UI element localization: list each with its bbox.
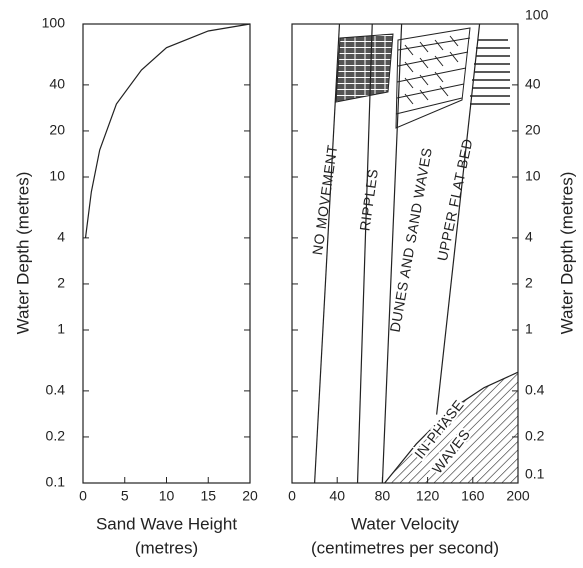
y-tick-label: 2 bbox=[57, 275, 65, 291]
zone-label: NO MOVEMENT bbox=[309, 144, 340, 256]
y2-axis-label: Water Depth (metres) bbox=[557, 172, 576, 335]
in-phase-boundary bbox=[384, 371, 519, 484]
y-tick-label: 10 bbox=[49, 168, 65, 184]
x-tick-label: 0 bbox=[79, 488, 87, 504]
x-tick-label: 5 bbox=[121, 488, 129, 504]
y-tick-label: 100 bbox=[525, 7, 549, 23]
x-tick-label: 20 bbox=[242, 488, 258, 504]
y-tick-label: 20 bbox=[525, 122, 541, 138]
x-tick-label: 40 bbox=[329, 488, 345, 504]
y-tick-label: 4 bbox=[57, 229, 65, 245]
y-tick-label: 0.1 bbox=[46, 474, 66, 490]
y-tick-label: 0.4 bbox=[525, 382, 545, 398]
x-axis-label: (centimetres per second) bbox=[311, 538, 499, 557]
x-tick-label: 80 bbox=[375, 488, 391, 504]
x-tick-label: 160 bbox=[461, 488, 485, 504]
y-tick-label: 40 bbox=[525, 76, 541, 92]
zone-label: RIPPLES bbox=[356, 168, 381, 232]
x-tick-label: 200 bbox=[506, 488, 530, 504]
y-tick-label: 100 bbox=[42, 15, 66, 31]
y-tick-label: 0.2 bbox=[46, 428, 66, 444]
x-axis-label: Sand Wave Height bbox=[96, 514, 237, 533]
y-tick-label: 4 bbox=[525, 229, 533, 245]
x-tick-label: 0 bbox=[288, 488, 296, 504]
zone-label: DUNES AND SAND WAVES bbox=[387, 146, 435, 333]
y-axis-label: Water Depth (metres) bbox=[13, 172, 32, 335]
y-tick-label: 0.1 bbox=[525, 466, 545, 482]
y-tick-label: 20 bbox=[49, 122, 65, 138]
flat-bed-sketch bbox=[470, 39, 510, 105]
y-tick-label: 1 bbox=[57, 321, 65, 337]
in-phase-region bbox=[384, 372, 518, 483]
plot-frame bbox=[291, 23, 519, 484]
x-tick-label: 120 bbox=[416, 488, 440, 504]
plot-frame bbox=[82, 23, 251, 484]
zone-label: UPPER FLAT BED bbox=[434, 137, 476, 262]
zone-boundary bbox=[381, 23, 403, 484]
y-tick-label: 1 bbox=[525, 321, 533, 337]
y-tick-label: 10 bbox=[525, 168, 541, 184]
x-tick-label: 15 bbox=[200, 488, 216, 504]
zone-boundary bbox=[356, 23, 373, 484]
y-tick-label: 0.2 bbox=[525, 428, 545, 444]
zone-boundary bbox=[436, 23, 481, 415]
y-tick-label: 2 bbox=[525, 275, 533, 291]
dune-sketch bbox=[395, 27, 471, 129]
x-axis-label: Water Velocity bbox=[351, 514, 460, 533]
zone-boundary bbox=[314, 23, 341, 484]
y-tick-label: 0.4 bbox=[46, 382, 66, 398]
ripple-sketch bbox=[335, 33, 394, 103]
x-axis-label: (metres) bbox=[135, 538, 198, 557]
depth-curve bbox=[84, 23, 251, 238]
y-tick-label: 40 bbox=[49, 76, 65, 92]
x-tick-label: 10 bbox=[159, 488, 175, 504]
